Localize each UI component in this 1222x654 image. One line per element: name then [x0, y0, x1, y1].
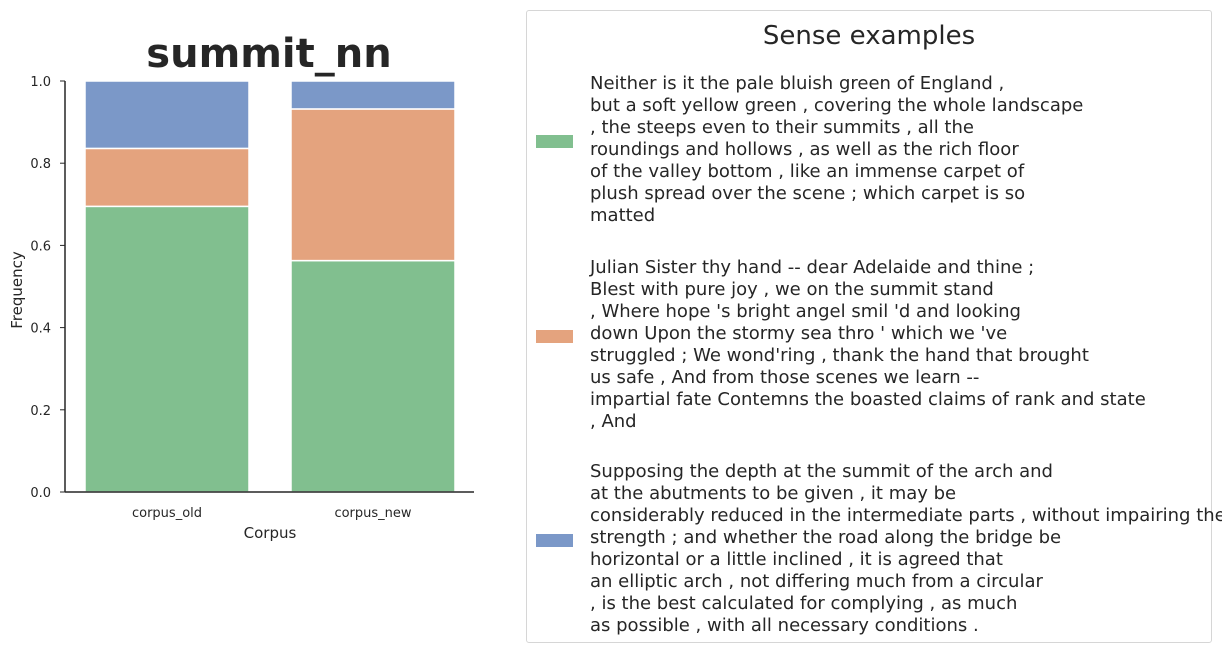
- legend-swatch: [536, 135, 573, 148]
- legend: Sense examples Neither is it the pale bl…: [526, 10, 1222, 643]
- bar-segment-corpus_new-2: [290, 80, 456, 110]
- stacked-bar-chart: summit_nn 0.0 0.2 0.4 0.6 0.8 1.0 corpus_old c…: [8, 31, 474, 542]
- y-tick-label: 0.0: [30, 486, 51, 501]
- y-tick-label: 0.8: [30, 157, 51, 172]
- legend-entry-text: Supposing the depth at the summit of the…: [590, 461, 1222, 636]
- legend-entry-text: Neither is it the pale bluish green of E…: [590, 73, 1084, 226]
- bar-segment-corpus_old-2: [84, 80, 250, 150]
- bar-segment-corpus_old-1: [84, 147, 250, 208]
- x-tick-label: corpus_old: [132, 506, 202, 521]
- x-axis-label: Corpus: [244, 524, 297, 542]
- y-axis-label: Frequency: [8, 251, 26, 329]
- legend-swatch: [536, 330, 573, 343]
- x-tick-label: corpus_new: [334, 506, 411, 521]
- y-tick-label: 0.6: [30, 239, 51, 254]
- bar-segment-corpus_new-1: [290, 108, 456, 262]
- y-tick-label: 0.2: [30, 404, 51, 419]
- legend-title: Sense examples: [762, 21, 976, 51]
- y-tick-label: 1.0: [30, 75, 51, 90]
- legend-swatch: [536, 534, 573, 547]
- legend-entry-text: Julian Sister thy hand -- dear Adelaide …: [590, 257, 1146, 432]
- y-tick-label: 0.4: [30, 322, 51, 337]
- bar-segment-corpus_new-0: [290, 259, 456, 493]
- bar-segment-corpus_old-0: [84, 205, 250, 493]
- chart-title: summit_nn: [146, 31, 391, 77]
